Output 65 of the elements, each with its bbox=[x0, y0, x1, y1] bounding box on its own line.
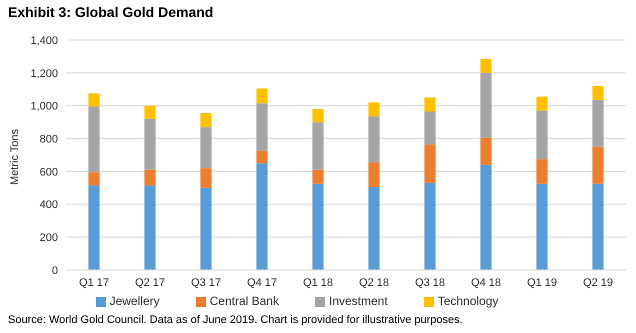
legend-label: Investment bbox=[328, 294, 388, 308]
legend-label: Technology bbox=[438, 294, 498, 308]
bar bbox=[592, 146, 604, 184]
bar bbox=[88, 185, 100, 270]
bar bbox=[368, 116, 380, 162]
bar bbox=[88, 106, 100, 172]
bar bbox=[312, 109, 324, 122]
x-tick-label: Q1 19 bbox=[527, 276, 557, 289]
bar bbox=[368, 102, 380, 116]
x-tick-label: Q4 18 bbox=[471, 276, 501, 289]
x-tick-label: Q3 18 bbox=[415, 276, 445, 289]
bar bbox=[536, 159, 548, 184]
y-axis-title: Metric Tons bbox=[8, 128, 21, 185]
bar bbox=[424, 182, 436, 270]
bar bbox=[256, 103, 268, 151]
x-tick-label: Q4 17 bbox=[247, 276, 277, 289]
bar bbox=[144, 185, 156, 270]
bar bbox=[88, 172, 100, 186]
x-tick-label: Q2 19 bbox=[583, 276, 613, 289]
x-tick-label: Q3 17 bbox=[191, 276, 221, 289]
bar bbox=[424, 98, 436, 112]
y-tick-label: 800 bbox=[40, 133, 58, 146]
bar bbox=[88, 93, 100, 107]
y-tick-label: 200 bbox=[40, 232, 58, 244]
bar bbox=[200, 127, 212, 168]
bar bbox=[200, 188, 212, 270]
bar bbox=[480, 58, 492, 73]
bar bbox=[536, 96, 548, 111]
bar bbox=[312, 170, 324, 184]
legend-label: Jewellery bbox=[110, 294, 160, 308]
x-tick-label: Q1 18 bbox=[303, 276, 333, 289]
x-tick-label: Q2 18 bbox=[359, 276, 389, 289]
y-tick-label: 600 bbox=[40, 166, 58, 178]
y-tick-label: 1,000 bbox=[30, 100, 58, 113]
bar bbox=[592, 184, 604, 270]
bar bbox=[312, 184, 324, 270]
bar bbox=[312, 122, 324, 170]
bar bbox=[480, 138, 492, 165]
source-note: Source: World Gold Council. Data as of June 2019. Chart is provided for illustrative purposes. bbox=[8, 314, 463, 326]
y-tick-label: 0 bbox=[52, 264, 58, 277]
bar bbox=[536, 110, 548, 160]
bar bbox=[256, 88, 268, 104]
bar bbox=[480, 72, 492, 138]
bar bbox=[144, 118, 156, 170]
bar bbox=[480, 164, 492, 270]
bar bbox=[144, 106, 156, 119]
bar bbox=[368, 162, 380, 188]
bar bbox=[592, 86, 604, 100]
legend-label: Central Bank bbox=[210, 294, 279, 308]
bar bbox=[200, 113, 212, 128]
x-tick-label: Q1 17 bbox=[79, 276, 109, 289]
chart-title: Exhibit 3: Global Gold Demand bbox=[8, 4, 214, 20]
bar bbox=[424, 111, 436, 144]
bar bbox=[592, 100, 604, 147]
bar bbox=[536, 184, 548, 270]
x-tick-label: Q2 17 bbox=[135, 276, 165, 289]
y-tick-label: 1,400 bbox=[30, 34, 58, 47]
bar bbox=[256, 163, 268, 270]
bar bbox=[200, 168, 212, 188]
y-tick-label: 1,200 bbox=[30, 68, 58, 80]
bar bbox=[368, 187, 380, 270]
bar bbox=[256, 150, 268, 164]
bar bbox=[144, 170, 156, 186]
y-tick-label: 400 bbox=[40, 199, 58, 212]
bar bbox=[424, 144, 436, 183]
